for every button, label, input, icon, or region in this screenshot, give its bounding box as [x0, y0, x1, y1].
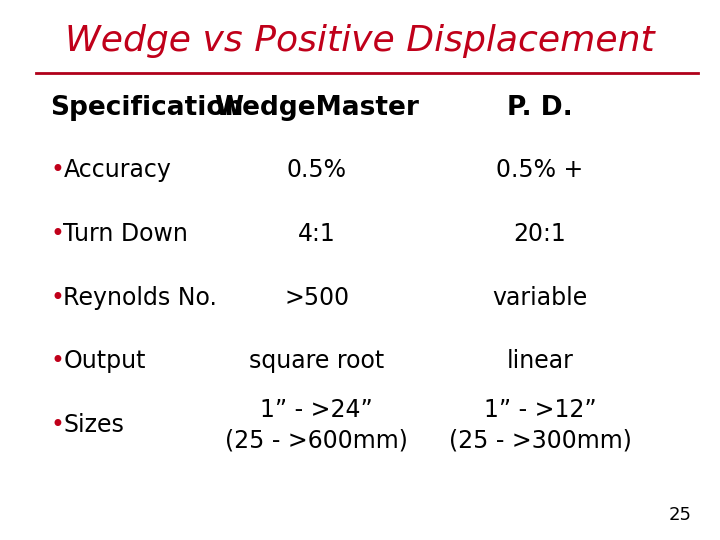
- Text: 1” - >24”
(25 - >600mm): 1” - >24” (25 - >600mm): [225, 397, 408, 453]
- Text: linear: linear: [507, 349, 573, 373]
- Text: •: •: [50, 158, 64, 182]
- Text: Output: Output: [63, 349, 146, 373]
- Text: Turn Down: Turn Down: [63, 222, 188, 246]
- Text: Sizes: Sizes: [63, 413, 125, 437]
- Text: Reynolds No.: Reynolds No.: [63, 286, 217, 309]
- Text: 0.5% +: 0.5% +: [496, 158, 584, 182]
- Text: WedgeMaster: WedgeMaster: [215, 95, 419, 121]
- Text: 1” - >12”
(25 - >300mm): 1” - >12” (25 - >300mm): [449, 397, 631, 453]
- Text: 0.5%: 0.5%: [287, 158, 347, 182]
- Text: >500: >500: [284, 286, 349, 309]
- Text: variable: variable: [492, 286, 588, 309]
- Text: •: •: [50, 222, 64, 246]
- Text: •: •: [50, 349, 64, 373]
- Text: •: •: [50, 286, 64, 309]
- Text: •: •: [50, 413, 64, 437]
- Text: P. D.: P. D.: [507, 95, 573, 121]
- Text: 4:1: 4:1: [298, 222, 336, 246]
- Text: 20:1: 20:1: [513, 222, 567, 246]
- Text: Accuracy: Accuracy: [63, 158, 171, 182]
- Text: Specification: Specification: [50, 95, 243, 121]
- Text: square root: square root: [249, 349, 384, 373]
- Text: 25: 25: [668, 506, 691, 524]
- Text: Wedge vs Positive Displacement: Wedge vs Positive Displacement: [66, 24, 654, 57]
